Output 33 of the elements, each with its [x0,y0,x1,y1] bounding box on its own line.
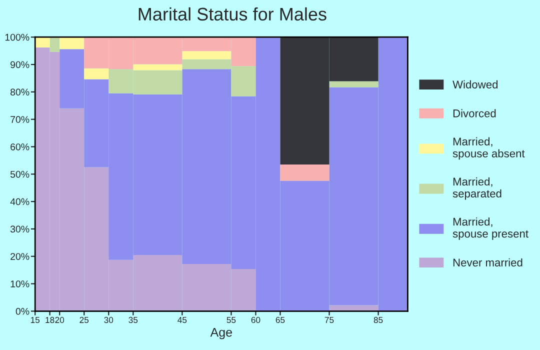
y-tick-label: 0% [16,308,30,315]
chart-title: Marital Status for Males [138,7,326,21]
x-tick-label: 65 [276,316,285,324]
y-tick-label: 40% [10,198,30,206]
x-tick-label: 25 [80,316,89,324]
x-tick-label: 55 [226,317,236,324]
x-tick-label: 45 [178,317,187,324]
x-tick-label: 20 [55,316,64,324]
bar [84,68,109,80]
y-tick-label: 70% [10,116,30,123]
y-tick-label: 90% [10,61,30,68]
x-tick-label: 18 [46,316,54,324]
x-tick-label: 60 [251,316,260,324]
y-tick-label: 60% [10,143,30,150]
y-tick-label: 10% [10,280,30,288]
y-tick-label: 80% [10,88,30,96]
x-tick-label: 85 [374,316,383,324]
legend-label: Never married [453,258,522,266]
x-tick-label: 15 [30,317,40,324]
legend-label: Divorced [453,109,496,118]
x-axis-title: Age [210,328,232,340]
legend-label: Married, spouse present [452,217,528,240]
y-tick-label: 100% [5,34,30,41]
y-tick-label: 30% [10,226,30,233]
legend-label: Married, separated [452,177,502,200]
x-tick-label: 35 [128,316,138,324]
y-tick-label: 20% [10,253,30,260]
x-tick-label: 30 [104,316,114,324]
legend-label: Married, spouse absent [452,137,525,160]
x-tick-label: 75 [324,317,334,324]
y-tick-label: 50% [10,170,30,178]
bar [60,37,84,50]
legend-label: Widowed [452,80,498,88]
